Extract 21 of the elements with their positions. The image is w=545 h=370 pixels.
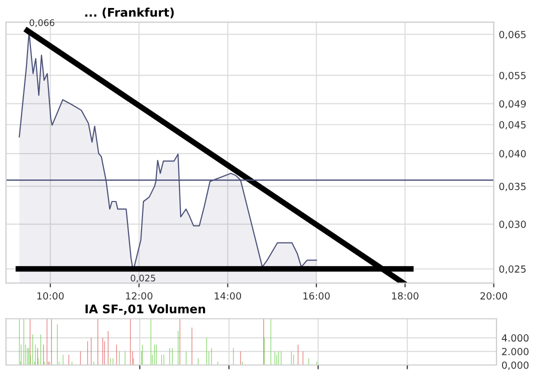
y-tick-label: 0,049 xyxy=(499,100,526,109)
x-tick-label: 18:00 xyxy=(392,292,418,300)
y-tick-label: 0,030 xyxy=(499,220,526,229)
y-tick-label: 2.000 xyxy=(502,348,529,356)
annotation: 0,025 xyxy=(130,274,156,282)
y-tick-label: 0,045 xyxy=(499,121,526,130)
y-tick-label: 0,025 xyxy=(499,265,526,274)
y-tick-label: 0,055 xyxy=(499,72,526,80)
x-tick-label: 14:00 xyxy=(214,292,242,300)
x-tick-label: 12:00 xyxy=(126,292,152,300)
chart-title: IA SF-,01 Volumen xyxy=(86,304,206,315)
chart-title: ... (Frankfurt) xyxy=(85,8,174,18)
y-tick-label: 0,040 xyxy=(499,150,526,158)
y-tick-label: 4.000 xyxy=(502,334,529,342)
x-tick-label: 20:00 xyxy=(480,292,508,300)
annotation: 0,066 xyxy=(30,19,54,28)
x-tick-label: 10:00 xyxy=(37,292,64,300)
y-tick-label: 0,065 xyxy=(499,30,526,40)
y-tick-label: 0,000 xyxy=(502,361,529,370)
x-tick-label: 16:00 xyxy=(303,292,330,300)
y-tick-label: 0,035 xyxy=(499,182,526,192)
